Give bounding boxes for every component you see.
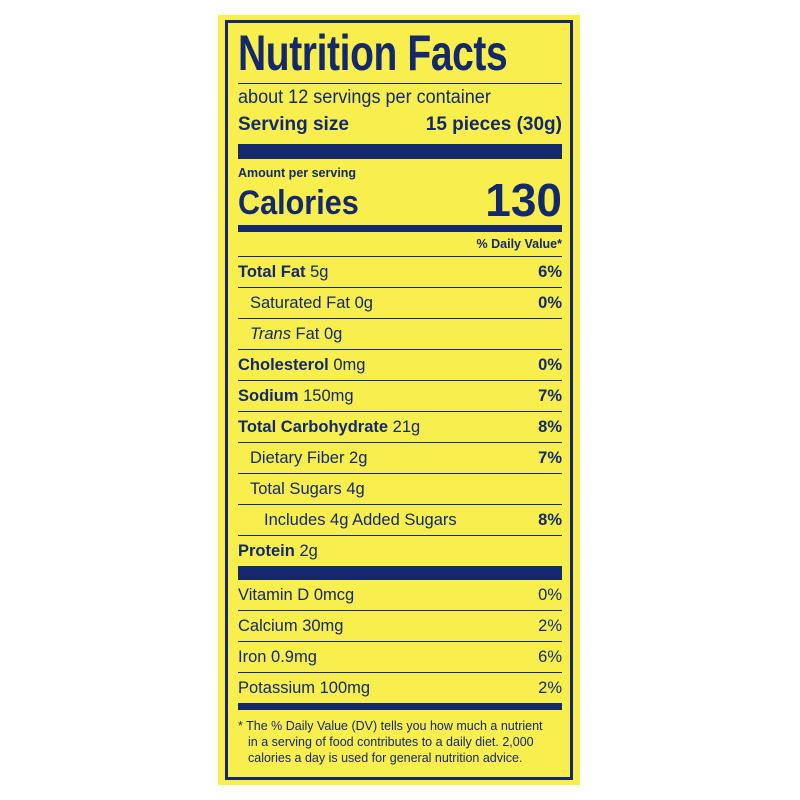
servings-per-container: about 12 servings per container	[238, 87, 491, 108]
nutrition-facts-panel: Nutrition Facts about 12 servings per co…	[225, 20, 573, 780]
nutrient-amount: 0g	[354, 294, 373, 312]
nutrient-name: Dietary Fiber	[250, 449, 345, 467]
nutrient-dv: 7%	[538, 387, 562, 405]
nutrient-amount: 4g	[346, 480, 365, 498]
nutrient-name: Total Sugars	[250, 480, 342, 498]
vitamin-amount: 0mcg	[313, 586, 355, 604]
nutrient-amount: 2g	[299, 542, 318, 560]
nutrient-row-trans-fat: Trans Fat 0g	[238, 319, 562, 350]
label-title: Nutrition Facts	[238, 25, 508, 81]
footnote: * The % Daily Value (DV) tells you how m…	[238, 710, 562, 766]
vitamin-dv: 2%	[538, 617, 562, 635]
nutrient-amount: 2g	[349, 449, 368, 467]
nutrient-row-total-fat: Total Fat 5g 6%	[238, 257, 562, 288]
vitamin-row-iron: Iron 0.9mg 6%	[238, 642, 562, 673]
medium-divider	[238, 225, 562, 232]
nutrient-dv: 6%	[538, 263, 562, 281]
vitamin-dv: 2%	[538, 679, 562, 697]
nutrient-row-saturated-fat: Saturated Fat 0g 0%	[238, 288, 562, 319]
nutrient-name: Includes 4g Added Sugars	[264, 511, 457, 529]
nutrient-amount: 5g	[310, 263, 329, 281]
vitamin-name: Vitamin D	[238, 586, 310, 604]
nutrient-row-total-carbohydrate: Total Carbohydrate 21g 8%	[238, 412, 562, 443]
vitamin-row-vitamin-d: Vitamin D 0mcg 0%	[238, 580, 562, 611]
vitamin-amount: 100mg	[319, 679, 371, 697]
vitamin-dv: 6%	[538, 648, 562, 666]
footnote-line: * The % Daily Value (DV) tells you how m…	[238, 719, 543, 733]
serving-size: Serving size 15 pieces (30g)	[238, 111, 562, 139]
vitamin-row-potassium: Potassium 100mg 2%	[238, 673, 562, 703]
nutrient-dv: 8%	[538, 511, 562, 529]
nutrient-amount: 0mg	[333, 356, 366, 374]
nutrient-amount: 21g	[392, 418, 421, 436]
thick-divider	[238, 144, 562, 159]
nutrient-name-suffix: Fat	[290, 325, 320, 343]
calories-row: Calories 130	[238, 174, 562, 226]
calories-value: 130	[485, 174, 562, 226]
daily-value-header: % Daily Value*	[476, 237, 562, 251]
vitamin-name: Calcium	[238, 617, 298, 635]
nutrient-row-cholesterol: Cholesterol 0mg 0%	[238, 350, 562, 381]
serving-size-value: 15 pieces (30g)	[425, 114, 562, 135]
nutrient-dv: 0%	[538, 356, 562, 374]
nutrient-row-dietary-fiber: Dietary Fiber 2g 7%	[238, 443, 562, 474]
nutrient-row-added-sugars: Includes 4g Added Sugars 8%	[238, 505, 562, 536]
serving-size-label: Serving size	[238, 114, 349, 135]
nutrient-amount: 150mg	[303, 387, 354, 405]
vitamin-dv: 0%	[538, 586, 562, 604]
nutrient-name: Total Fat	[238, 263, 306, 281]
nutrition-label-background: Nutrition Facts about 12 servings per co…	[218, 15, 580, 785]
nutrient-amount: 0g	[323, 325, 343, 343]
medium-divider	[238, 703, 562, 710]
nutrient-row-sodium: Sodium 150mg 7%	[238, 381, 562, 412]
thick-divider	[238, 566, 562, 580]
footnote-line: in a serving of food contributes to a da…	[248, 735, 534, 749]
vitamin-amount: 30mg	[302, 617, 344, 635]
calories-label: Calories	[238, 184, 359, 222]
nutrient-dv: 8%	[538, 418, 562, 436]
nutrient-name: Sodium	[238, 387, 299, 405]
vitamin-amount: 0.9mg	[271, 648, 317, 666]
vitamin-row-calcium: Calcium 30mg 2%	[238, 611, 562, 642]
nutrient-row-protein: Protein 2g	[238, 536, 562, 566]
nutrient-name: Total Carbohydrate	[238, 418, 389, 436]
amount-per-serving: Amount per serving	[238, 166, 357, 180]
nutrient-row-total-sugars: Total Sugars 4g	[238, 474, 562, 505]
vitamin-name: Iron	[238, 648, 267, 666]
divider	[238, 83, 562, 84]
nutrient-dv: 0%	[538, 294, 562, 312]
vitamin-name: Potassium	[238, 679, 316, 697]
nutrient-name: Protein	[238, 542, 295, 560]
nutrient-name: Trans	[250, 325, 291, 343]
nutrient-dv: 7%	[538, 449, 562, 467]
nutrient-name: Cholesterol	[238, 356, 329, 374]
footnote-line: calories a day is used for general nutri…	[248, 751, 523, 765]
nutrient-name: Saturated Fat	[250, 294, 350, 312]
divider	[238, 256, 562, 257]
